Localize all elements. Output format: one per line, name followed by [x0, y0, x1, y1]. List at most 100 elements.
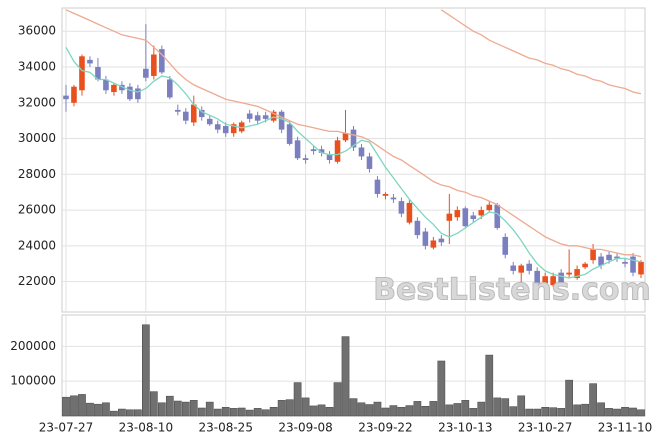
candle-body	[462, 208, 469, 227]
volume-bar	[341, 336, 350, 417]
candle-body	[326, 154, 333, 160]
volume-bar	[237, 407, 246, 417]
volume-bar	[277, 400, 286, 417]
candle-body	[254, 115, 261, 121]
candle-body	[638, 261, 644, 275]
candle-body	[71, 86, 77, 103]
volume-bar	[253, 408, 262, 417]
volume-bar	[165, 395, 174, 417]
volume-bar	[453, 403, 462, 417]
volume-bar	[229, 408, 238, 417]
volume-bar	[78, 394, 86, 417]
volume-bar	[134, 409, 142, 417]
candle-body	[246, 113, 253, 119]
candle-body	[167, 79, 173, 98]
volume-bar	[142, 324, 150, 417]
volume-bar	[533, 408, 542, 417]
volume-bar	[301, 397, 310, 417]
candle-body	[422, 231, 429, 246]
volume-bar	[573, 404, 581, 417]
candle-body	[135, 88, 141, 100]
volume-bar	[269, 407, 278, 417]
volume-bar	[541, 407, 550, 417]
candle-body	[95, 67, 101, 80]
y-tick-label: 22000	[18, 274, 56, 288]
candle-body	[470, 215, 477, 220]
y-tick-label: 32000	[18, 95, 56, 109]
candle-body	[278, 111, 285, 130]
volume-bar	[621, 407, 629, 417]
candle-body	[406, 202, 413, 223]
candle-body	[151, 54, 157, 76]
moving-average	[65, 9, 642, 258]
volume-bar	[381, 407, 390, 417]
candle-body	[502, 236, 509, 255]
candle-body	[350, 129, 357, 148]
volume-bar	[589, 383, 597, 417]
marks	[62, 9, 645, 417]
y-tick-label: 26000	[18, 203, 56, 217]
x-tick-label: 23-10-13	[438, 421, 492, 435]
candle-body	[286, 124, 293, 144]
volume-bar	[102, 402, 110, 417]
candle-body	[606, 254, 612, 261]
volume-bar	[110, 410, 118, 417]
volume-bar	[581, 403, 589, 417]
candle-body	[111, 84, 117, 93]
volume-tick-label: 200000	[10, 339, 56, 353]
candle-body	[558, 272, 564, 284]
candle-body	[63, 95, 69, 100]
candle-body	[302, 158, 309, 160]
y-tick-label: 34000	[18, 60, 56, 74]
volume-bar	[477, 401, 486, 417]
candle-body	[127, 86, 133, 100]
candle-body	[366, 156, 373, 169]
x-tick-label: 23-10-27	[518, 421, 572, 435]
volume-bar	[613, 408, 621, 417]
volume-bar	[149, 391, 158, 417]
x-tick-label: 23-08-25	[198, 421, 252, 435]
y-tick-label: 28000	[18, 167, 56, 181]
candle-body	[414, 220, 421, 236]
volume-bar	[245, 409, 254, 417]
candle-body	[630, 256, 636, 273]
x-tick-label: 23-11-10	[598, 421, 652, 435]
candle-body	[438, 238, 445, 243]
volume-bar	[565, 379, 573, 417]
candle-body	[358, 147, 365, 157]
candle-body	[159, 49, 165, 73]
candle-body	[510, 265, 517, 271]
candle-body	[270, 111, 277, 121]
candle-body	[454, 210, 461, 218]
x-tick-label: 23-07-27	[39, 421, 93, 435]
volume-bar	[173, 400, 182, 417]
candle-body	[398, 201, 405, 214]
candle-body	[87, 59, 93, 64]
candle-body	[103, 79, 109, 91]
volume-bar	[549, 407, 558, 417]
moving-average	[440, 9, 642, 95]
candle-body	[534, 270, 540, 284]
volume-bar	[333, 382, 342, 417]
volume-bar	[421, 405, 430, 417]
candle-body	[318, 149, 325, 153]
candle-body	[574, 269, 580, 279]
volume-bar	[629, 407, 637, 417]
volume-bar	[429, 401, 438, 417]
volume-bar	[413, 401, 422, 417]
volume-bar	[357, 402, 366, 417]
candle-body	[614, 256, 620, 259]
y-tick-label: 30000	[18, 131, 56, 145]
candle-body	[486, 204, 493, 211]
volume-bar	[365, 404, 374, 417]
candle-body	[478, 210, 485, 216]
candle-body	[446, 213, 453, 221]
volume-bar	[285, 399, 294, 417]
candle-body	[222, 126, 229, 134]
volume-bar	[70, 395, 78, 417]
candle-body	[590, 249, 596, 261]
candle-body	[143, 68, 149, 78]
candle-body	[119, 84, 125, 91]
candle-body	[79, 56, 85, 91]
volume-bar	[181, 401, 190, 417]
